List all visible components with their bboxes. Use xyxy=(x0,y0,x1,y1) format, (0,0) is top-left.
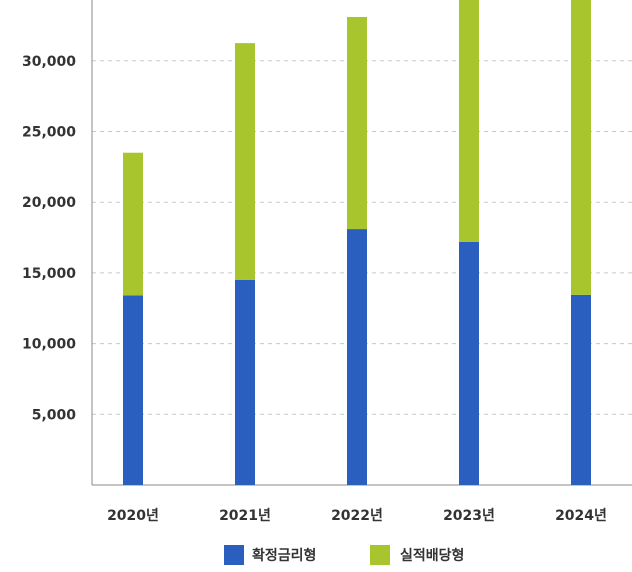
bar-fixed-rate-3 xyxy=(459,241,479,485)
legend: 확정금리형 실적배당형 xyxy=(224,545,464,565)
bars xyxy=(123,0,591,485)
bar-performance-0 xyxy=(123,152,143,296)
bar-performance-3 xyxy=(459,0,479,242)
y-tick-label: 10,000 xyxy=(22,337,76,353)
bar-fixed-rate-1 xyxy=(235,279,255,485)
x-tick-label: 2024년 xyxy=(555,508,607,524)
y-tick-label: 15,000 xyxy=(22,266,76,282)
y-tick-label: 20,000 xyxy=(22,195,76,211)
bar-fixed-rate-4 xyxy=(571,294,591,485)
grid-lines xyxy=(92,60,632,415)
x-tick-label: 2023년 xyxy=(443,508,495,524)
bar-performance-4 xyxy=(571,0,591,295)
y-tick-label: 5,000 xyxy=(32,407,77,423)
legend-label-performance: 실적배당형 xyxy=(400,547,464,564)
y-tick-labels: 5,000 10,000 15,000 20,000 25,000 30,000 xyxy=(22,54,76,423)
bar-performance-2 xyxy=(347,16,367,230)
bar-performance-1 xyxy=(235,43,255,280)
x-tick-labels: 2020년 2021년 2022년 2023년 2024년 xyxy=(107,508,607,524)
legend-swatch-fixed-rate xyxy=(224,545,244,565)
bar-fixed-rate-0 xyxy=(123,295,143,485)
x-tick-label: 2022년 xyxy=(331,508,383,524)
y-tick-label: 30,000 xyxy=(22,54,76,70)
x-tick-label: 2021년 xyxy=(219,508,271,524)
legend-swatch-performance xyxy=(370,545,390,565)
legend-label-fixed-rate: 확정금리형 xyxy=(252,547,316,564)
y-tick-label: 25,000 xyxy=(22,125,76,141)
x-tick-label: 2020년 xyxy=(107,508,159,524)
bar-fixed-rate-2 xyxy=(347,229,367,485)
